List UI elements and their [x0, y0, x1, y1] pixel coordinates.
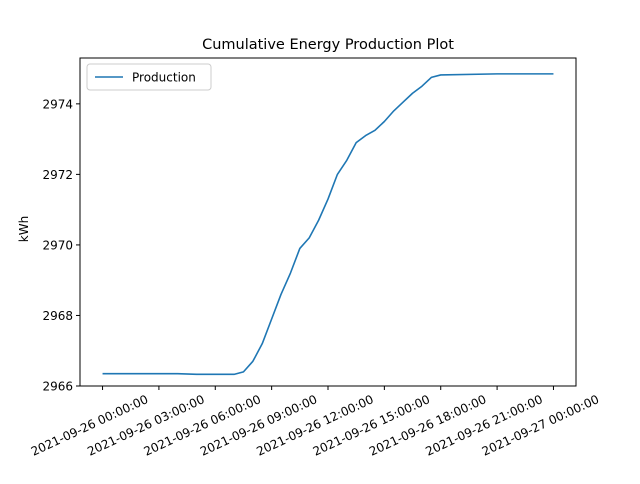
legend-label: Production: [132, 71, 196, 85]
legend-box: [86, 63, 212, 91]
y-tick-label: 2968: [42, 309, 73, 323]
y-axis-label: kWh: [17, 216, 31, 242]
y-tick-label: 2974: [42, 97, 73, 111]
y-tick-label: 2970: [42, 238, 73, 252]
axes-frame: [79, 57, 577, 387]
y-tick-label: 2972: [42, 168, 73, 182]
y-tick-label: 2966: [42, 380, 73, 394]
legend: Production: [86, 63, 212, 91]
chart-title: Cumulative Energy Production Plot: [202, 37, 454, 53]
series-line-production: [102, 73, 554, 376]
